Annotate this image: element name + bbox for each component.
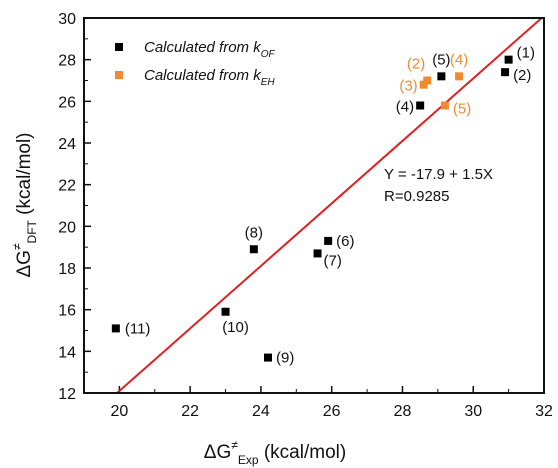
fit-line — [116, 17, 543, 394]
data-point — [423, 76, 432, 85]
data-point — [221, 307, 230, 316]
fit-equation: Y = -17.9 + 1.5X — [384, 166, 493, 183]
point-label: (2) — [513, 67, 531, 84]
y-tick-label: 26 — [58, 94, 76, 111]
y-tick-label: 16 — [58, 303, 76, 320]
legend: Calculated from kOF Calculated from kEH — [115, 39, 275, 88]
point-label: (11) — [125, 320, 151, 337]
point-label: (3) — [399, 78, 417, 95]
y-tick-label: 28 — [58, 53, 76, 70]
x-tick-label: 32 — [535, 403, 553, 420]
legend-marker-series-2 — [115, 71, 123, 79]
data-point — [440, 101, 449, 110]
data-point — [111, 324, 120, 333]
point-label: (6) — [336, 233, 354, 250]
legend-marker-series-1 — [115, 43, 123, 51]
point-label: (5) — [432, 51, 450, 68]
data-point — [501, 68, 510, 77]
point-label: (5) — [453, 101, 471, 118]
y-tick-label: 12 — [58, 386, 76, 403]
point-label: (4) — [396, 99, 414, 116]
data-point — [437, 72, 446, 81]
plot-frame — [83, 17, 545, 394]
legend-entry-series-2: Calculated from kEH — [144, 67, 275, 88]
y-tick-label: 22 — [58, 178, 76, 195]
data-point — [455, 72, 464, 81]
point-labels: (1)(2)(4)(5)(6)(7)(8)(9)(10)(11)(2)(3)(4… — [125, 45, 535, 367]
x-axis-title: ΔG≠Exp (kcal/mol) — [204, 438, 346, 467]
x-tick-label: 20 — [110, 403, 128, 420]
y-tick-label: 18 — [58, 261, 76, 278]
point-label: (7) — [324, 252, 342, 269]
point-label: (4) — [450, 51, 468, 68]
x-tick-label: 30 — [464, 403, 482, 420]
y-tick-label: 14 — [58, 344, 76, 361]
y-tick-label: 24 — [58, 136, 76, 153]
point-label: (8) — [245, 224, 263, 241]
point-label: (9) — [276, 350, 294, 367]
data-point — [313, 249, 322, 258]
legend-entry-series-1: Calculated from kOF — [144, 39, 275, 60]
data-point — [249, 245, 258, 254]
fit-r-value: R=0.9285 — [384, 188, 449, 205]
x-tick-label: 22 — [181, 403, 199, 420]
data-point — [416, 101, 425, 110]
data-point — [419, 80, 428, 89]
y-tick-label: 30 — [58, 11, 76, 28]
y-axis-title: ΔG≠DFT (kcal/mol) — [10, 132, 39, 277]
data-points — [111, 55, 513, 362]
x-tick-label: 24 — [252, 403, 270, 420]
data-point — [264, 353, 272, 362]
data-point — [504, 55, 513, 64]
data-point — [324, 236, 333, 245]
point-label: (2) — [407, 56, 425, 73]
y-tick-label: 20 — [58, 219, 76, 236]
tick-labels: 20 22 24 26 28 30 32 12 14 16 18 20 22 24 26 28 30 — [58, 11, 553, 420]
point-label: (10) — [222, 319, 249, 336]
x-tick-label: 26 — [323, 403, 341, 420]
point-label: (1) — [517, 45, 535, 62]
x-tick-label: 28 — [394, 403, 412, 420]
